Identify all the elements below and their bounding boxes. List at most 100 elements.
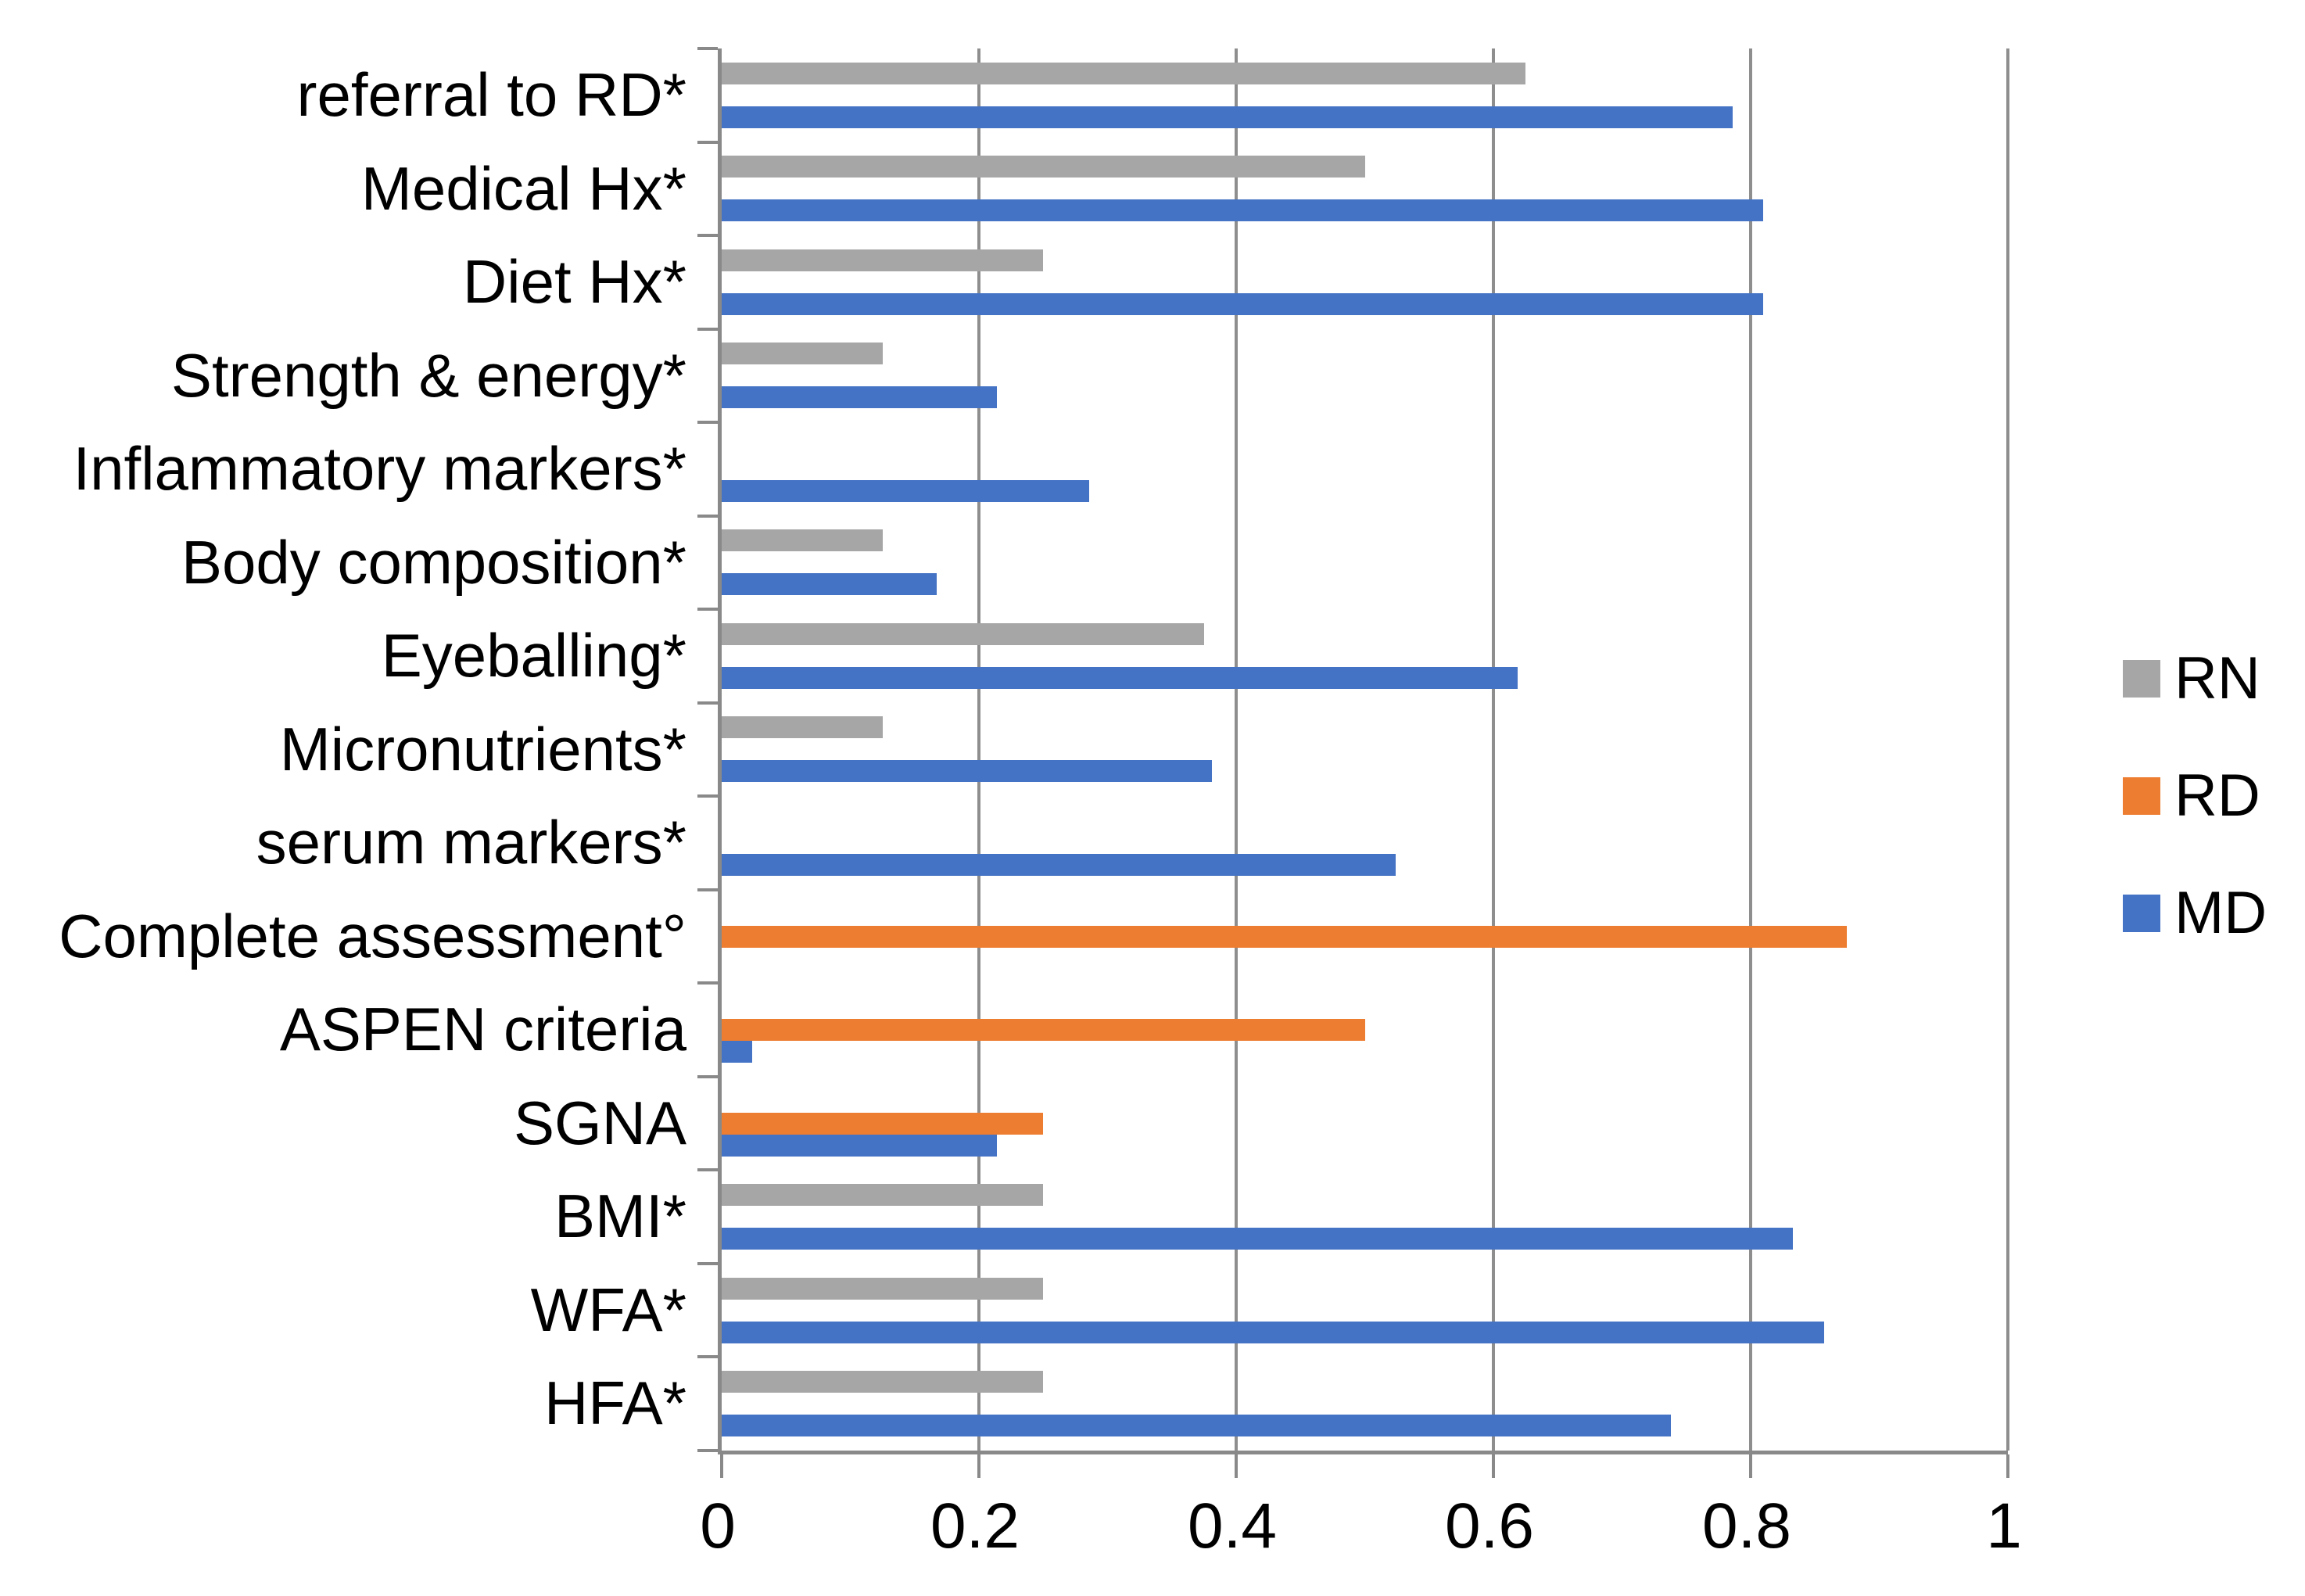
category-row: [722, 703, 2008, 797]
y-axis-tick-mark: [697, 234, 718, 238]
category-label: Eyeballing*: [381, 621, 686, 690]
bar-md-13: [722, 1228, 1794, 1250]
bar-rn-6: [722, 529, 883, 552]
y-axis-tick-mark: [697, 1355, 718, 1359]
x-tick-label: 0: [700, 1490, 736, 1562]
legend-label: RD: [2174, 762, 2260, 829]
category-label: Strength & energy*: [170, 340, 686, 410]
bar-rn-14: [722, 1277, 1044, 1300]
x-tick-label: 0.4: [1188, 1490, 1277, 1562]
category-label: SGNA: [513, 1088, 686, 1157]
gridline-x-0.2: [977, 48, 980, 1451]
y-axis-tick-mark: [697, 1449, 718, 1452]
bar-rn-2: [722, 156, 1365, 178]
category-label: serum markers*: [256, 808, 686, 877]
category-label: Inflammatory markers*: [73, 434, 687, 504]
bar-rn-7: [722, 622, 1204, 645]
bar-md-9: [722, 854, 1396, 877]
category-row: [722, 796, 2008, 890]
category-label: WFA*: [530, 1275, 686, 1344]
category-label: Complete assessment°: [59, 901, 686, 970]
category-row: [722, 1357, 2008, 1451]
category-row: [722, 1170, 2008, 1264]
category-row: [722, 983, 2008, 1077]
legend-item-rn: RN: [2123, 649, 2260, 708]
legend-swatch-icon: [2123, 777, 2160, 815]
x-axis-tick-mark: [720, 1454, 723, 1478]
bar-rd-11: [722, 1019, 1365, 1042]
gridline-x-0.8: [1749, 48, 1752, 1451]
x-axis-tick-mark: [1235, 1454, 1238, 1478]
gridline-x-0.6: [1492, 48, 1495, 1451]
y-axis-tick-mark: [697, 47, 718, 50]
y-axis-tick-mark: [697, 1074, 718, 1078]
x-tick-label: 0.6: [1445, 1490, 1534, 1562]
x-axis-tick-mark: [2006, 1454, 2009, 1478]
legend-label: MD: [2174, 880, 2267, 946]
y-axis-tick-mark: [697, 327, 718, 331]
bar-rn-1: [722, 62, 1526, 84]
bar-md-2: [722, 199, 1764, 222]
bar-md-1: [722, 106, 1733, 128]
bar-md-11: [722, 1041, 753, 1063]
category-row: [722, 516, 2008, 610]
bar-rn-3: [722, 249, 1044, 271]
category-label: ASPEN criteria: [279, 995, 686, 1064]
category-row: [722, 142, 2008, 236]
category-row: [722, 235, 2008, 329]
category-label: Body composition*: [181, 527, 686, 597]
bar-md-7: [722, 666, 1518, 689]
bar-rn-13: [722, 1184, 1044, 1207]
x-tick-label: 0.2: [930, 1490, 1020, 1562]
x-axis-tick-mark: [1492, 1454, 1495, 1478]
bar-md-4: [722, 386, 998, 409]
legend-item-rd: RD: [2123, 766, 2260, 826]
category-label: referral to RD*: [296, 60, 686, 129]
bar-rd-10: [722, 925, 1848, 948]
category-row: [722, 48, 2008, 142]
bar-rn-4: [722, 343, 883, 365]
bar-md-12: [722, 1134, 998, 1157]
y-axis-tick-mark: [697, 421, 718, 425]
category-label: HFA*: [543, 1368, 686, 1438]
bar-md-5: [722, 479, 1090, 502]
x-axis-tick-mark: [1749, 1454, 1752, 1478]
legend-item-md: MD: [2123, 884, 2267, 943]
category-row: [722, 329, 2008, 423]
y-axis-tick-mark: [697, 1168, 718, 1172]
category-row: [722, 422, 2008, 516]
category-row: [722, 609, 2008, 703]
y-axis-tick-mark: [697, 1261, 718, 1265]
y-axis-tick-mark: [697, 981, 718, 985]
category-row: [722, 1264, 2008, 1357]
gridline-x-0.4: [1235, 48, 1238, 1451]
plot-area: [697, 47, 2009, 1478]
category-row: [722, 1077, 2008, 1171]
legend-label: RN: [2174, 645, 2260, 712]
bar-md-8: [722, 760, 1212, 783]
x-axis-tick-mark: [977, 1454, 980, 1478]
bar-md-15: [722, 1415, 1671, 1437]
y-axis-tick-mark: [697, 701, 718, 705]
category-label: Micronutrients*: [279, 714, 686, 784]
bar-md-14: [722, 1321, 1824, 1343]
bar-rn-8: [722, 716, 883, 739]
y-axis-tick-mark: [697, 514, 718, 518]
category-row: [722, 890, 2008, 984]
y-axis-tick-mark: [697, 888, 718, 891]
bar-md-3: [722, 292, 1764, 315]
bar-md-6: [722, 573, 937, 596]
category-label: BMI*: [554, 1182, 686, 1251]
bar-rn-15: [722, 1371, 1044, 1393]
legend-swatch-icon: [2123, 660, 2160, 698]
bar-rd-12: [722, 1112, 1044, 1135]
gridline-x-1: [2006, 48, 2009, 1451]
y-axis-tick-mark: [697, 794, 718, 798]
legend-swatch-icon: [2123, 895, 2160, 932]
x-tick-label: 1: [1986, 1490, 2022, 1562]
x-tick-label: 0.8: [1702, 1490, 1791, 1562]
category-label: Medical Hx*: [360, 153, 686, 223]
category-label: Diet Hx*: [462, 247, 686, 317]
y-axis-tick-mark: [697, 140, 718, 144]
